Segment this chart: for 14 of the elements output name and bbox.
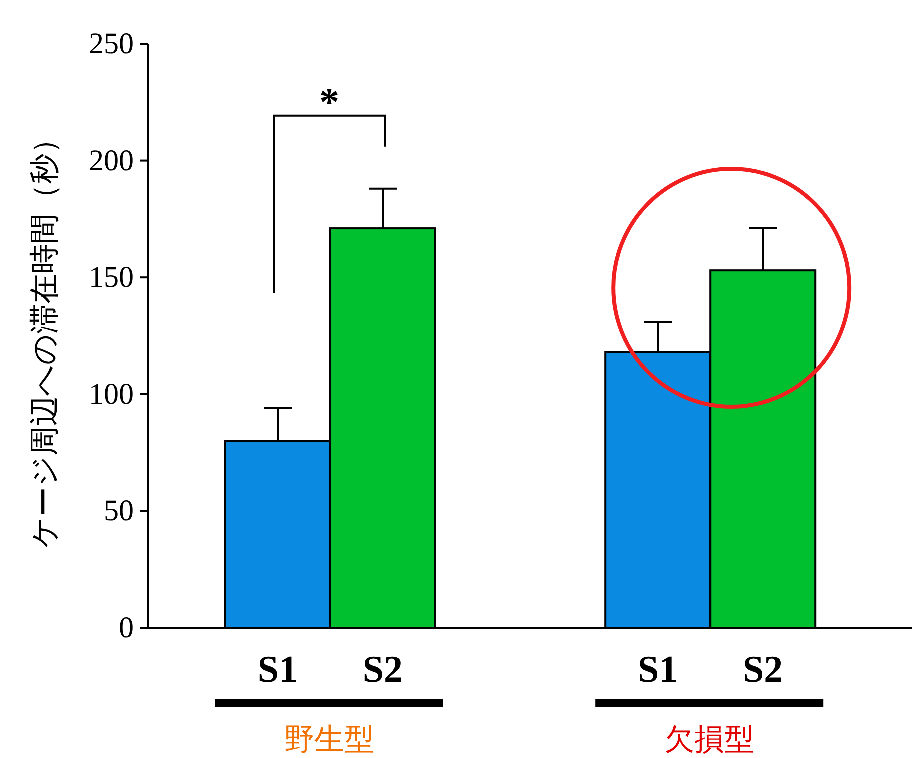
y-tick-label: 200 (89, 144, 134, 178)
annotation: * (320, 79, 340, 124)
text: 欠損型 (664, 722, 755, 758)
y-tick-label: 0 (119, 612, 134, 644)
y-tick-label: 250 (89, 28, 134, 60)
x-tick-label: S1 (258, 649, 298, 691)
y-tick-label: 100 (89, 378, 134, 411)
y-tick-label: 150 (89, 261, 134, 294)
y-tick-label: 50 (104, 494, 134, 528)
text: 野生型 (284, 722, 374, 758)
x-tick-label: S2 (743, 649, 784, 691)
x-tick-label: S1 (638, 649, 678, 691)
y-axis-title: ケージ周辺への滞在時間（秒） (28, 124, 62, 548)
x-tick-label: S2 (362, 649, 404, 691)
